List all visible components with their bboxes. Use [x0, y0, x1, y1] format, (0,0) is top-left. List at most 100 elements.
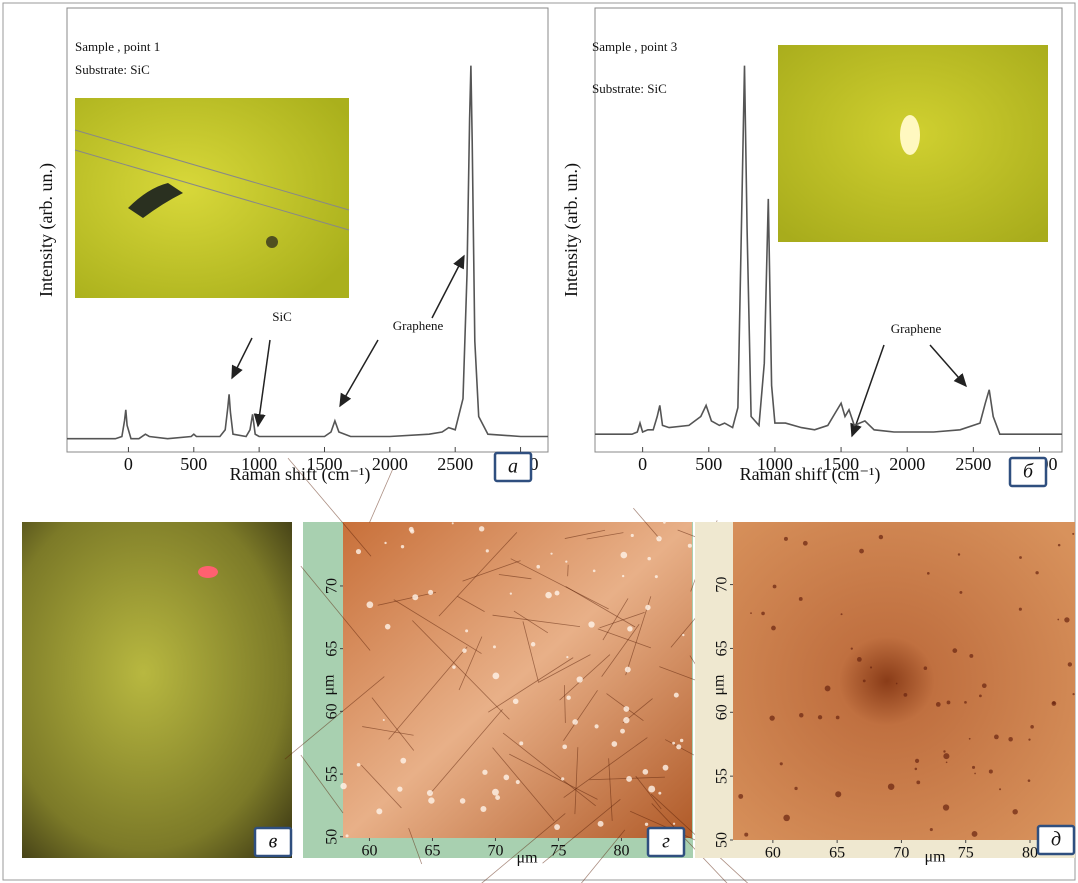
panel-label: г [662, 831, 670, 853]
speck [870, 666, 872, 668]
particle [266, 236, 278, 248]
laser-spot [198, 566, 218, 578]
micrograph [22, 522, 292, 858]
arrow [340, 340, 378, 406]
speck [773, 585, 777, 589]
speck [460, 798, 466, 804]
x-tick-label: 65 [424, 843, 440, 860]
speck [771, 626, 776, 631]
speck [674, 693, 679, 698]
panel-label: б [1023, 461, 1034, 483]
x-tick-label: 70 [893, 845, 909, 862]
speck [626, 776, 632, 782]
speck [566, 696, 570, 700]
speck [452, 522, 454, 524]
speck [784, 537, 788, 541]
speck [924, 666, 928, 670]
speck [627, 626, 632, 631]
x-tick-label: 60 [361, 843, 377, 860]
y-tick-label: 70 [714, 577, 731, 593]
speck [346, 834, 349, 837]
speck [593, 570, 596, 573]
speck [974, 773, 976, 775]
speck [566, 656, 568, 658]
y-tick-label: 60 [714, 704, 731, 720]
speck [1058, 544, 1061, 547]
speck [555, 591, 560, 596]
afm-map [733, 522, 1075, 840]
speck [495, 795, 500, 800]
y-tick-label: 60 [324, 703, 341, 719]
speck [680, 739, 683, 742]
panel-label: д [1051, 829, 1061, 851]
x-tick-label: 60 [765, 845, 781, 862]
speck [598, 821, 604, 827]
speck [623, 706, 629, 712]
speck [648, 786, 655, 793]
arrow [432, 256, 464, 318]
x-tick-label: 65 [829, 845, 845, 862]
speck [376, 808, 382, 814]
x-tick-label: 2500 [437, 454, 473, 474]
y-axis-label: μm [321, 674, 338, 696]
speck [663, 765, 669, 771]
y-axis-label: Intensity (arb. un.) [36, 163, 57, 297]
speck [794, 787, 797, 790]
speck [888, 783, 895, 790]
speck [462, 648, 466, 652]
annotation: Substrate: SiC [592, 81, 667, 96]
speck [452, 665, 455, 668]
x-tick-label: 70 [487, 843, 503, 860]
scratch [568, 565, 569, 576]
speck [682, 634, 684, 636]
speck [1030, 725, 1034, 729]
x-tick-label: 500 [180, 454, 207, 474]
x-tick-label: 2000 [889, 454, 925, 474]
speck [479, 526, 484, 531]
speck [857, 657, 862, 662]
speck [493, 645, 496, 648]
speck [936, 702, 941, 707]
speck [915, 759, 919, 763]
speck [647, 557, 651, 561]
speck [572, 719, 578, 725]
x-tick-label: 80 [613, 843, 629, 860]
arrow [930, 345, 966, 386]
speck [915, 768, 918, 771]
speck [384, 542, 386, 544]
speck [428, 590, 433, 595]
annotation: Graphene [393, 318, 444, 333]
speck [427, 790, 433, 796]
speck [799, 713, 803, 717]
speck [536, 565, 540, 569]
x-tick-label: 75 [958, 845, 974, 862]
panel-label: а [508, 456, 518, 478]
speck [994, 735, 999, 740]
annotation: Graphene [891, 321, 942, 336]
speck [982, 683, 987, 688]
speck [783, 815, 790, 822]
speck [562, 744, 567, 749]
speck [943, 753, 949, 759]
speck [972, 831, 978, 837]
annotation: Sample , point 1 [75, 39, 160, 54]
speck [1028, 779, 1031, 782]
speck [397, 786, 402, 791]
speck [588, 621, 594, 627]
speck [356, 549, 361, 554]
speck [1008, 737, 1013, 742]
arrow [258, 340, 270, 426]
speck [738, 794, 743, 799]
speck [904, 693, 908, 697]
x-tick-label: 2500 [955, 454, 991, 474]
speck [658, 792, 661, 795]
speck [930, 828, 933, 831]
speck [1019, 556, 1022, 559]
x-axis-label: μm [516, 850, 538, 867]
speck [577, 676, 583, 682]
y-axis-label: μm [711, 674, 728, 696]
speck [969, 738, 971, 740]
speck [465, 629, 468, 632]
speck [688, 544, 692, 548]
speck [818, 715, 822, 719]
